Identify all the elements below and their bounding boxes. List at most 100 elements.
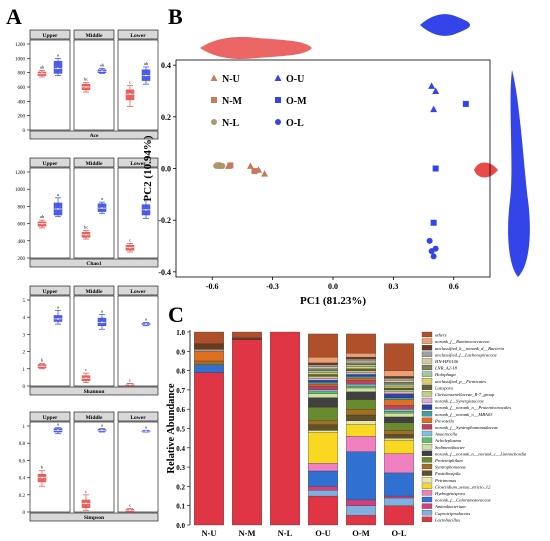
facet-panel <box>117 167 159 259</box>
stack-segment <box>346 424 376 437</box>
legend-label: O-M <box>286 96 307 107</box>
legend-label: Clostridium_sensu_stricto_12 <box>435 484 491 489</box>
facet-strip <box>117 157 159 168</box>
box-mean-point <box>85 86 87 88</box>
stack-segment <box>194 364 224 373</box>
x-tick-label: 0.3 <box>388 282 398 291</box>
facet-panel <box>117 39 159 131</box>
pc1-density-n <box>200 37 312 59</box>
legend-label: unclassified_k__norank_d__Bacteria <box>435 346 505 351</box>
significance-letter: c <box>129 503 131 508</box>
y-tick-label: 0.4 <box>176 445 185 453</box>
legend-label: N-U <box>222 74 240 85</box>
box-mean-point <box>41 365 43 368</box>
x-axis-label: PC1 (81.23%) <box>300 295 366 307</box>
legend-swatch <box>421 483 433 489</box>
stack-segment <box>346 385 376 389</box>
box-mean-point <box>101 207 103 210</box>
stack-segment <box>346 383 376 387</box>
y-tick-label: 0.4 <box>161 61 171 70</box>
significance-letter: ab <box>100 62 105 67</box>
panel-b-pca: -0.6 -0.3 0.0 0.3 0.6 -0.4 -0.2 0.0 0.2 0.4 PC1 (8… <box>142 14 530 307</box>
box-mean-point <box>101 321 103 324</box>
y-tick-label: 0.8 <box>19 442 26 447</box>
legend-label: norank_f__Ruminococcaceae <box>435 339 490 344</box>
x-tick-label: O-U <box>315 528 331 538</box>
facet-panel <box>29 39 71 131</box>
y-tick-label: 0.0 <box>161 165 171 174</box>
box-mean-point <box>57 318 59 320</box>
legend-label: Petrimonas <box>434 478 456 483</box>
significance-letter: c <box>85 367 87 372</box>
stack-segment <box>308 470 338 487</box>
legend-label: Hydrogenispora <box>434 491 466 496</box>
legend-swatch <box>421 371 433 377</box>
x-tick-label: N-L <box>278 528 293 538</box>
facet-strip <box>73 285 115 296</box>
legend-swatch <box>421 463 433 470</box>
legend-label: unclassified_f__Lachnospiraceae <box>435 352 497 357</box>
significance-letter: a <box>145 424 147 429</box>
legend-swatch <box>421 516 433 522</box>
stack-segment <box>346 515 376 526</box>
legend-swatch <box>421 450 433 456</box>
stack-segment <box>346 370 376 373</box>
significance-letter: ab <box>144 61 149 66</box>
y-tick-label: 1200 <box>15 43 26 48</box>
stack-segment <box>308 383 338 387</box>
pca-point <box>430 219 437 226</box>
stack-segment <box>384 389 414 392</box>
pc2-density-n <box>474 162 498 178</box>
box-mean-point <box>129 246 131 249</box>
box-mean-point <box>145 74 147 77</box>
legend-marker <box>211 119 217 125</box>
stack-segment <box>384 405 414 410</box>
y-tick-label: 0.1 <box>176 503 185 511</box>
stack-segment <box>384 422 414 431</box>
stack-segment <box>346 353 376 358</box>
legend-swatch <box>421 430 433 437</box>
metric-title: Shannon <box>84 389 105 395</box>
facet-panel <box>73 295 115 387</box>
significance-letter: b <box>41 465 44 470</box>
legend-swatch <box>421 384 433 390</box>
y-tick-label: 1000 <box>15 57 26 62</box>
box-mean-point <box>145 208 147 211</box>
pca-point <box>246 162 254 169</box>
stack-segment <box>308 391 338 394</box>
stack-segment <box>308 376 338 379</box>
stack-segment <box>384 387 414 391</box>
box-mean-point <box>57 67 59 70</box>
panel-a-boxplots: 020040060080010001200UpperabaMiddlebcabL… <box>15 29 159 522</box>
y-tick-label: 200 <box>18 257 26 262</box>
stack-segment <box>384 434 414 439</box>
stack-segment <box>384 343 414 371</box>
x-tick-label: 0.0 <box>328 282 338 291</box>
stack-segment <box>346 360 376 364</box>
facet-strip <box>29 285 71 296</box>
box-mean-point <box>129 509 131 512</box>
stack-segment <box>270 331 300 526</box>
facet-strip <box>73 157 115 168</box>
y-tick-label: 800 <box>18 205 26 210</box>
stack-segment <box>232 337 262 340</box>
y-tick-label: 400 <box>18 100 26 105</box>
stack-segment <box>308 333 338 358</box>
stack-segment <box>308 463 338 472</box>
stack-segment <box>384 399 414 406</box>
box-mean-point <box>129 93 131 96</box>
stack-segment <box>308 389 338 392</box>
metric-strip <box>29 386 159 396</box>
legend-label: Proteiniphilum <box>434 458 463 463</box>
significance-letter: a <box>101 423 103 428</box>
y-tick-label: 0 <box>23 129 26 134</box>
y-tick-label: 0.8 <box>176 368 185 376</box>
box-mean-point <box>101 70 103 73</box>
stack-segment <box>308 432 338 464</box>
legend-swatch <box>421 417 433 423</box>
stack-segment <box>346 374 376 377</box>
facet-strip <box>29 157 71 168</box>
y-tick-label: 400 <box>18 240 26 245</box>
facet-strip <box>73 411 115 422</box>
facet-strip <box>73 29 115 40</box>
